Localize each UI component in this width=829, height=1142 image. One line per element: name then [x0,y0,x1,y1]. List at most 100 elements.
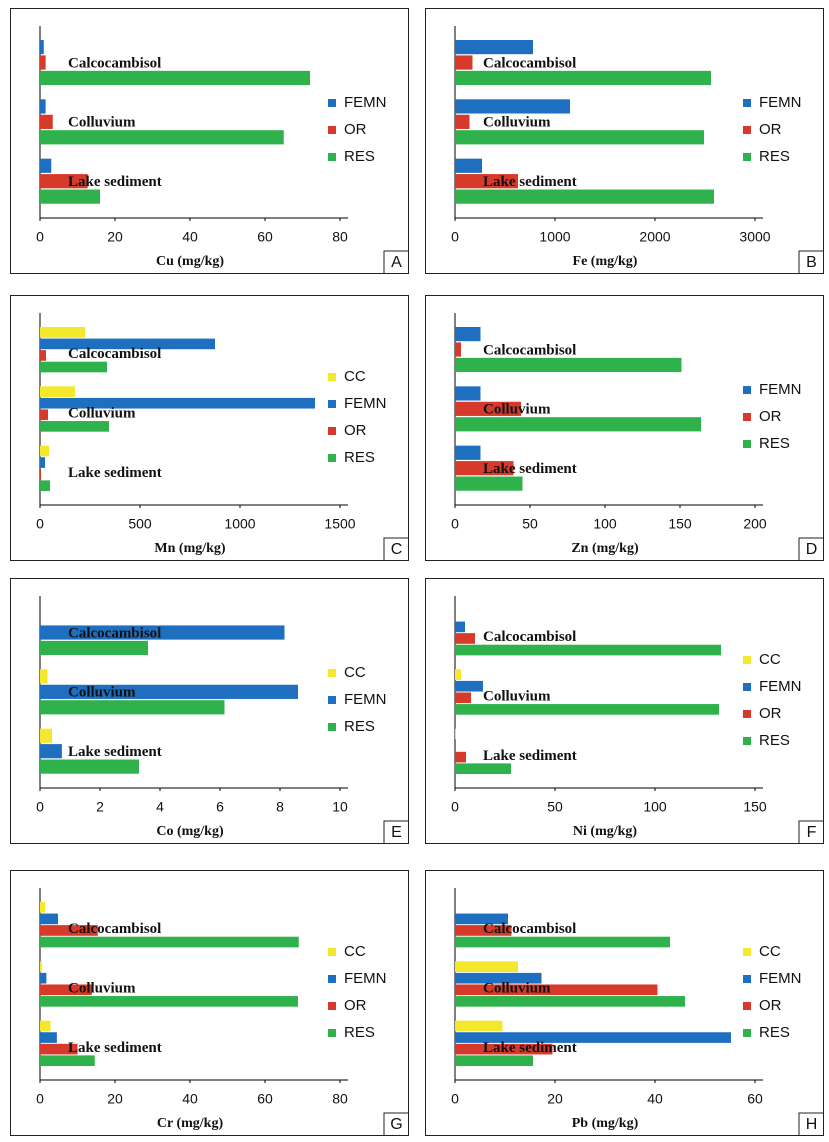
panel-frame [10,578,409,844]
bar [455,189,714,204]
x-tick-label: 1500 [324,516,355,532]
bar [40,130,284,145]
panel-label-box [383,537,409,561]
legend-swatch [328,1002,336,1010]
bar [455,174,518,189]
panel: H 0 20 40 60 Pb (mg/kg) Calcocambisol Colluvium… [425,870,824,1136]
legend-swatch [328,696,336,704]
panel-label: D [806,541,818,558]
bar [455,680,483,692]
legend-swatch [328,153,336,161]
legend-swatch [743,413,751,421]
bar [40,684,298,699]
panel-label: B [806,254,817,271]
legend-label: OR [344,997,367,1014]
bar [40,99,46,114]
bar [40,744,62,759]
legend-label: CC [344,943,366,960]
bar [40,669,48,684]
x-tick-label: 0 [451,799,459,815]
panel-label-box [383,250,409,274]
legend-swatch [328,723,336,731]
panel: C 0 500 1000 1500 Mn (mg/kg) Calcocambisol Coll… [10,295,409,561]
x-tick-label: 200 [743,516,767,532]
panel: B 0 1000 2000 3000 Fe (mg/kg) Calcocambisol Col… [425,8,824,274]
x-tick-label: 2 [96,799,104,815]
bar [40,728,52,743]
legend-label: FEMN [759,94,802,111]
bar [455,763,511,775]
x-tick-label: 20 [107,229,123,245]
x-tick-label: 50 [522,516,538,532]
bar [40,640,148,656]
panel-frame [425,578,824,844]
category-label: Colluvium [68,980,136,996]
bar [455,728,456,740]
bar [40,445,49,457]
bar [40,55,46,70]
x-tick-label: 6 [216,799,224,815]
bar [40,397,315,409]
legend-swatch [328,454,336,462]
bar [455,445,481,460]
bar [455,386,481,401]
category-label: Lake sediment [483,1040,577,1056]
bar [40,70,310,86]
category-label: Calcocambisol [483,342,576,358]
panel: A 0 20 40 60 80 Cu (mg/kg) Calcocambisol Colluvi… [10,8,409,274]
bar [455,70,711,86]
bar [455,913,508,925]
bar [455,961,518,972]
panel: F 0 50 100 150 Ni (mg/kg) Calcocambisol Colluvi… [425,578,824,844]
category-label: Lake sediment [68,465,162,481]
x-axis-title: Cu (mg/kg) [156,254,224,269]
bar [40,189,100,204]
bar [455,984,658,996]
bar [40,1032,57,1043]
category-label: Calcocambisol [68,625,161,641]
panel-frame [10,295,409,561]
bar [455,925,512,936]
legend-label: FEMN [344,691,387,708]
bar [40,158,52,173]
category-label: Colluvium [483,402,551,418]
x-tick-label: 2000 [639,229,670,245]
x-tick-label: 100 [593,516,617,532]
category-label: Colluvium [68,405,136,421]
category-label: Colluvium [483,688,551,704]
legend-label: RES [759,435,790,452]
legend-label: CC [759,943,781,960]
bar [40,936,299,948]
x-tick-label: 8 [276,799,284,815]
panel-label-box [798,537,824,561]
category-label: Lake sediment [483,748,577,764]
legend-swatch [743,1029,751,1037]
bar [455,158,482,173]
x-tick-label: 4 [156,799,164,815]
legend-swatch [328,99,336,107]
x-tick-label: 20 [107,1091,123,1107]
panel: E 0 2 4 6 8 10 Co (mg/kg) Calcocambisol Colluvium… [10,578,409,844]
panel-label-box [798,1112,824,1136]
x-tick-label: 0 [36,1091,44,1107]
bar [455,972,542,984]
legend-swatch [743,656,751,664]
bar [40,625,285,640]
legend-swatch [328,1029,336,1037]
panel-frame [10,8,409,274]
bar [40,1020,51,1032]
x-tick-label: 20 [547,1091,563,1107]
legend-label: FEMN [344,395,387,412]
x-tick-label: 150 [743,799,767,815]
category-label: Lake sediment [68,174,162,190]
bar [40,1055,95,1067]
x-axis-title: Zn (mg/kg) [571,541,639,556]
legend-swatch [743,99,751,107]
legend-swatch [743,386,751,394]
legend-label: RES [759,1024,790,1041]
legend-swatch [743,737,751,745]
x-tick-label: 0 [451,229,459,245]
x-tick-label: 3000 [739,229,770,245]
panel: G 0 20 40 60 80 Cr (mg/kg) Calcocambisol Colluvi… [10,870,409,1136]
category-label: Lake sediment [483,174,577,190]
